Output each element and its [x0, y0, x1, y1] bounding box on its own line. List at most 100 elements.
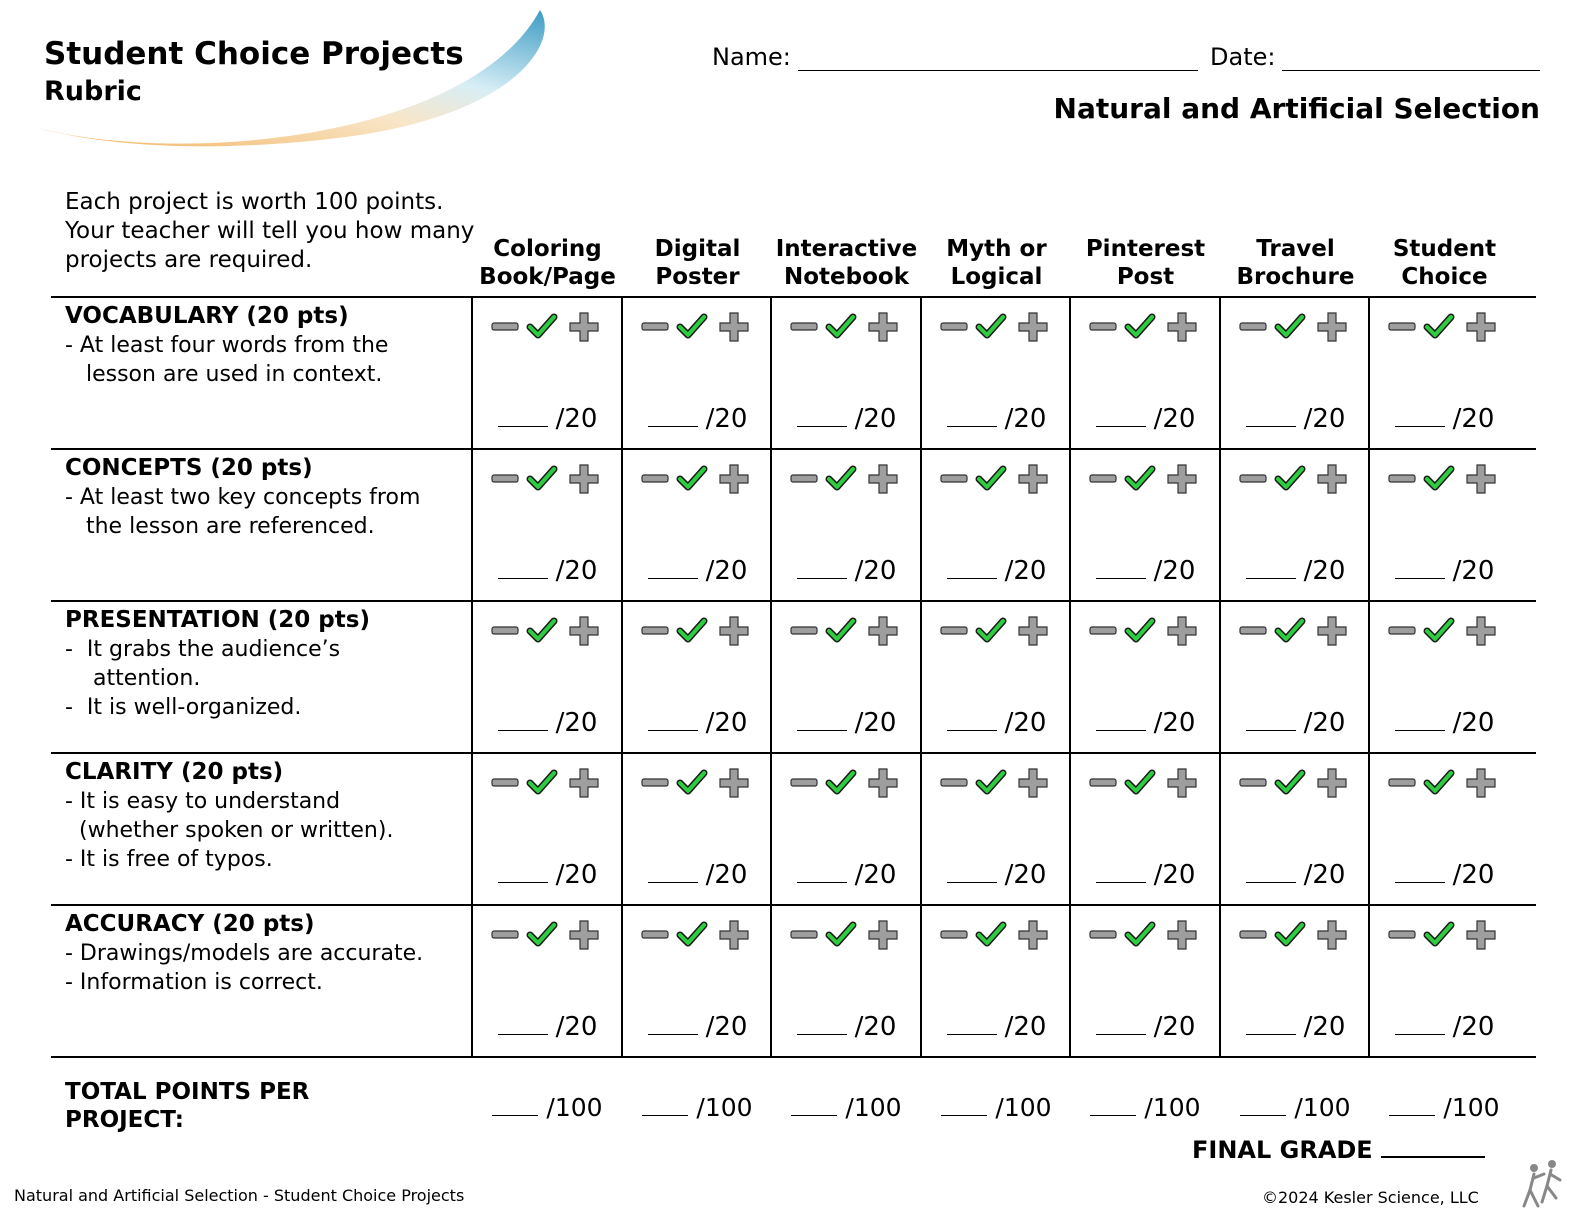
checkmark-icon[interactable]	[975, 465, 1007, 491]
total-score-field[interactable]: /100	[472, 1093, 623, 1122]
score-blank[interactable]	[1394, 882, 1445, 883]
checkmark-icon[interactable]	[1124, 465, 1156, 491]
score-blank[interactable]	[1245, 1034, 1296, 1035]
score-blank[interactable]	[796, 882, 847, 883]
score-blank[interactable]	[497, 578, 548, 579]
minus-icon[interactable]	[1239, 626, 1267, 635]
score-blank[interactable]	[497, 426, 548, 427]
plus-icon[interactable]	[868, 920, 898, 950]
score-field[interactable]: /20	[921, 556, 1072, 586]
score-field[interactable]: /20	[622, 860, 773, 890]
minus-icon[interactable]	[491, 930, 519, 939]
plus-icon[interactable]	[1317, 920, 1347, 950]
plus-icon[interactable]	[1317, 464, 1347, 494]
checkmark-icon[interactable]	[1124, 769, 1156, 795]
minus-icon[interactable]	[790, 778, 818, 787]
plus-icon[interactable]	[1167, 312, 1197, 342]
minus-icon[interactable]	[491, 626, 519, 635]
score-field[interactable]: /20	[1369, 1012, 1520, 1042]
date-field[interactable]	[1282, 70, 1540, 71]
minus-icon[interactable]	[641, 778, 669, 787]
checkmark-icon[interactable]	[825, 465, 857, 491]
plus-icon[interactable]	[569, 616, 599, 646]
minus-icon[interactable]	[1388, 626, 1416, 635]
plus-icon[interactable]	[1167, 464, 1197, 494]
final-grade-field[interactable]	[1380, 1156, 1485, 1158]
score-blank[interactable]	[647, 1034, 698, 1035]
score-blank[interactable]	[1095, 578, 1146, 579]
checkmark-icon[interactable]	[1423, 465, 1455, 491]
checkmark-icon[interactable]	[526, 313, 558, 339]
total-score-blank[interactable]	[1240, 1115, 1287, 1116]
score-blank[interactable]	[1245, 578, 1296, 579]
score-blank[interactable]	[1394, 730, 1445, 731]
score-field[interactable]: /20	[771, 860, 922, 890]
score-blank[interactable]	[497, 730, 548, 731]
score-field[interactable]: /20	[1220, 404, 1371, 434]
score-field[interactable]: /20	[771, 708, 922, 738]
minus-icon[interactable]	[940, 322, 968, 331]
score-field[interactable]: /20	[622, 404, 773, 434]
checkmark-icon[interactable]	[825, 617, 857, 643]
score-field[interactable]: /20	[1070, 404, 1221, 434]
plus-icon[interactable]	[719, 920, 749, 950]
minus-icon[interactable]	[940, 626, 968, 635]
total-score-field[interactable]: /100	[921, 1093, 1072, 1122]
total-score-blank[interactable]	[1090, 1115, 1137, 1116]
checkmark-icon[interactable]	[526, 617, 558, 643]
checkmark-icon[interactable]	[1423, 313, 1455, 339]
score-blank[interactable]	[1245, 882, 1296, 883]
minus-icon[interactable]	[1089, 778, 1117, 787]
plus-icon[interactable]	[1018, 768, 1048, 798]
total-score-blank[interactable]	[492, 1115, 539, 1116]
checkmark-icon[interactable]	[825, 769, 857, 795]
checkmark-icon[interactable]	[1423, 769, 1455, 795]
score-field[interactable]: /20	[472, 404, 623, 434]
plus-icon[interactable]	[1466, 312, 1496, 342]
minus-icon[interactable]	[940, 930, 968, 939]
checkmark-icon[interactable]	[825, 921, 857, 947]
minus-icon[interactable]	[641, 474, 669, 483]
checkmark-icon[interactable]	[975, 617, 1007, 643]
checkmark-icon[interactable]	[1124, 313, 1156, 339]
score-field[interactable]: /20	[1369, 860, 1520, 890]
minus-icon[interactable]	[491, 474, 519, 483]
minus-icon[interactable]	[1239, 322, 1267, 331]
score-field[interactable]: /20	[472, 708, 623, 738]
minus-icon[interactable]	[1388, 930, 1416, 939]
checkmark-icon[interactable]	[676, 921, 708, 947]
score-field[interactable]: /20	[771, 404, 922, 434]
name-field[interactable]	[798, 70, 1198, 71]
score-field[interactable]: /20	[1220, 1012, 1371, 1042]
score-blank[interactable]	[796, 426, 847, 427]
score-field[interactable]: /20	[1070, 860, 1221, 890]
total-score-blank[interactable]	[642, 1115, 689, 1116]
plus-icon[interactable]	[1167, 616, 1197, 646]
score-blank[interactable]	[647, 882, 698, 883]
minus-icon[interactable]	[641, 322, 669, 331]
score-field[interactable]: /20	[622, 556, 773, 586]
plus-icon[interactable]	[868, 312, 898, 342]
score-blank[interactable]	[796, 1034, 847, 1035]
score-field[interactable]: /20	[472, 556, 623, 586]
total-score-field[interactable]: /100	[1369, 1093, 1520, 1122]
score-field[interactable]: /20	[1220, 860, 1371, 890]
score-blank[interactable]	[946, 426, 997, 427]
plus-icon[interactable]	[1466, 920, 1496, 950]
minus-icon[interactable]	[1089, 626, 1117, 635]
score-field[interactable]: /20	[1220, 708, 1371, 738]
minus-icon[interactable]	[790, 930, 818, 939]
score-field[interactable]: /20	[472, 860, 623, 890]
checkmark-icon[interactable]	[1274, 617, 1306, 643]
plus-icon[interactable]	[1466, 768, 1496, 798]
minus-icon[interactable]	[491, 322, 519, 331]
checkmark-icon[interactable]	[825, 313, 857, 339]
checkmark-icon[interactable]	[1124, 617, 1156, 643]
plus-icon[interactable]	[1018, 464, 1048, 494]
minus-icon[interactable]	[1388, 474, 1416, 483]
plus-icon[interactable]	[868, 464, 898, 494]
score-blank[interactable]	[1095, 1034, 1146, 1035]
minus-icon[interactable]	[940, 778, 968, 787]
score-blank[interactable]	[497, 882, 548, 883]
checkmark-icon[interactable]	[676, 769, 708, 795]
